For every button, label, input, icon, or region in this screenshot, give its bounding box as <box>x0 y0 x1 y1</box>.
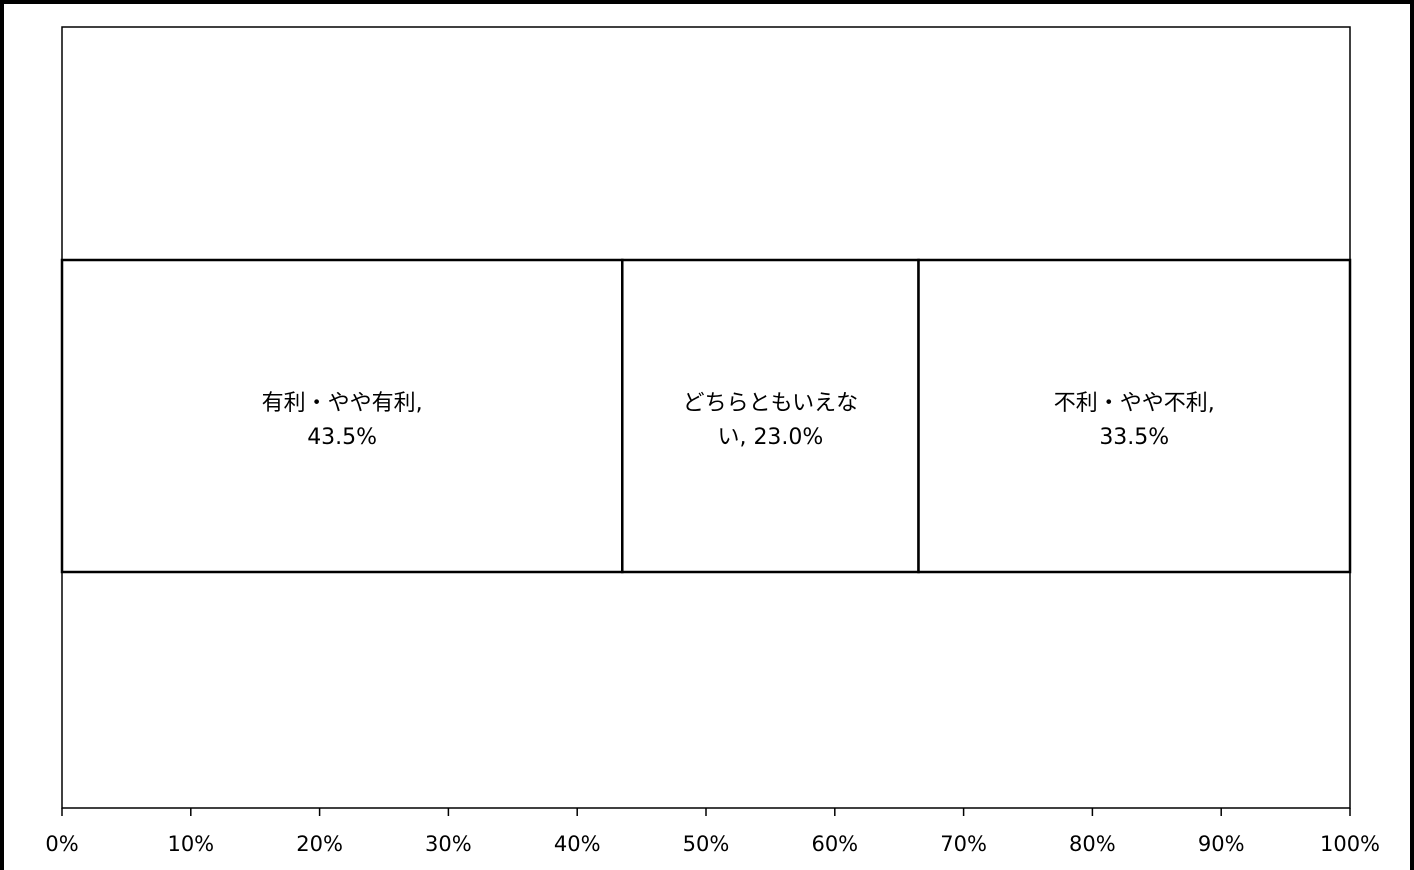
data-labels: 有利・やや有利, 43.5% どちらともいえない, 23.0% 不利・やや不利, 33.… <box>262 391 1215 450</box>
x-tick-label-30: 30% <box>425 832 472 856</box>
data-label-2-line-1: どちらともいえな <box>683 391 859 416</box>
x-tick-label-100: 100% <box>1320 832 1380 856</box>
data-label-3: 不利・やや不利, 33.5% <box>1054 391 1215 450</box>
x-axis: 0% 10% 20% 30% 40% 50% 60% 70% 80% 90% 100% <box>45 808 1380 856</box>
data-label-3-line-2: 33.5% <box>1099 425 1169 450</box>
x-tick-label-0: 0% <box>45 832 78 856</box>
x-tick-label-10: 10% <box>167 832 214 856</box>
x-tick-label-60: 60% <box>811 832 858 856</box>
data-label-2: どちらともいえない, 23.0% <box>683 391 859 450</box>
x-tick-label-80: 80% <box>1069 832 1116 856</box>
data-label-2-line-2: い, 23.0% <box>717 425 823 450</box>
data-label-3-line-1: 不利・やや不利, <box>1054 391 1215 416</box>
data-label-1-line-2: 43.5% <box>307 425 377 450</box>
bar-segment-3 <box>917 258 1352 574</box>
bar-segment-2 <box>621 258 920 574</box>
bars <box>60 258 1352 574</box>
x-tick-label-90: 90% <box>1198 832 1245 856</box>
x-tick-label-40: 40% <box>554 832 601 856</box>
data-label-1-line-1: 有利・やや有利, <box>262 391 423 416</box>
x-tick-label-70: 70% <box>940 832 987 856</box>
x-tick-label-20: 20% <box>296 832 343 856</box>
x-tick-label-50: 50% <box>683 832 730 856</box>
bar-segment-1 <box>60 258 624 574</box>
data-label-1: 有利・やや有利, 43.5% <box>262 391 423 450</box>
